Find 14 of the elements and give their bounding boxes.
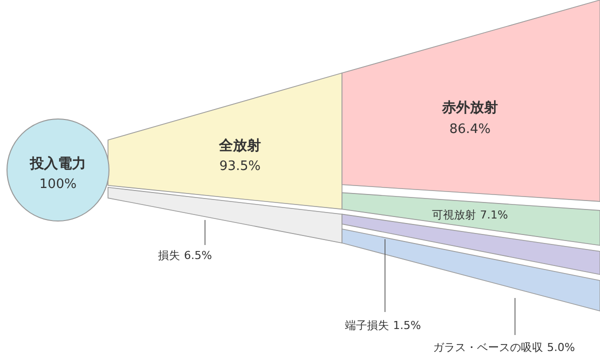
category-label: 端子損失 [345, 319, 389, 332]
data-label: 7.1% [480, 208, 508, 222]
data-label: 6.5% [184, 249, 212, 262]
category-label: 投入電力 [29, 156, 86, 172]
data-label: 100% [39, 177, 77, 192]
category-label: 可視放射 [432, 208, 476, 222]
category-label: 全放射 [218, 138, 261, 154]
data-label: 1.5% [393, 319, 421, 332]
category-label: 損失 [158, 249, 180, 262]
data-label: 93.5% [219, 159, 261, 174]
category-label: 赤外放射 [441, 100, 498, 116]
category-label: ガラス・ベースの吸収 [433, 341, 543, 354]
data-label: 86.4% [449, 122, 491, 137]
data-label: 5.0% [547, 341, 575, 354]
